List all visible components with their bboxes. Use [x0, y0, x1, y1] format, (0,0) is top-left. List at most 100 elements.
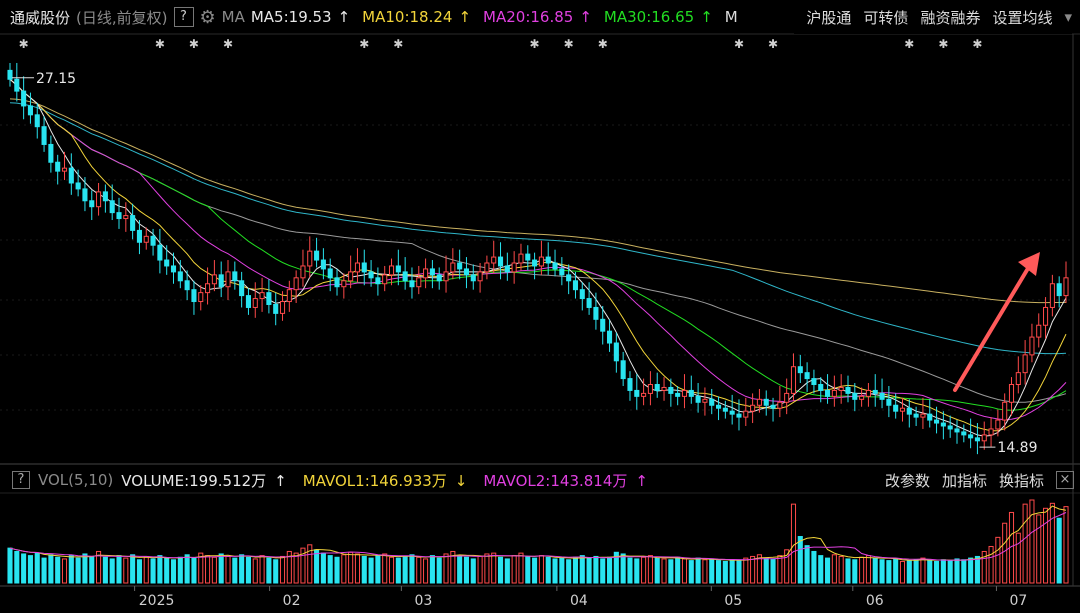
volume-bar: [83, 554, 87, 583]
vol-label[interactable]: VOL(5,10): [38, 471, 113, 489]
candle: [723, 408, 727, 411]
candle: [1037, 325, 1041, 337]
volume-bar: [492, 553, 496, 583]
candle: [192, 290, 196, 302]
period-label[interactable]: (日线,前复权): [76, 7, 167, 28]
vol-help-button[interactable]: ?: [12, 471, 30, 489]
ma20-line: [10, 79, 1066, 419]
candle: [151, 236, 155, 245]
candle: [56, 162, 60, 171]
event-marker: ✱: [530, 37, 540, 51]
volume-bar: [621, 554, 625, 583]
candle: [975, 438, 979, 441]
volume-bar: [424, 559, 428, 583]
volume-bar: [233, 558, 237, 583]
volume-bar: [955, 559, 959, 583]
link-ma-settings[interactable]: 设置均线: [992, 7, 1052, 28]
candle: [287, 290, 291, 302]
candle: [737, 414, 741, 417]
link-convertible[interactable]: 可转债: [863, 7, 908, 28]
volume-bar: [464, 557, 468, 583]
candle: [451, 263, 455, 272]
candle: [206, 284, 210, 293]
candle: [526, 254, 530, 260]
x-tick-label: 02: [283, 593, 301, 609]
candle: [764, 399, 768, 405]
volume-bar: [594, 556, 598, 583]
add-indicator-button[interactable]: 加指标: [942, 470, 987, 491]
volume-bar: [519, 553, 523, 583]
event-marker: ✱: [564, 37, 574, 51]
volume-bar: [56, 557, 60, 583]
candle: [539, 257, 543, 266]
candle: [628, 379, 632, 391]
help-button[interactable]: ?: [174, 7, 194, 27]
event-marker: ✱: [972, 37, 982, 51]
volume-bar: [274, 560, 278, 583]
candle: [1009, 385, 1013, 403]
volume-bar: [533, 558, 537, 583]
candle: [989, 429, 993, 435]
candle: [22, 91, 26, 106]
candle: [185, 281, 189, 290]
volume-bar: [90, 556, 94, 583]
candle: [1030, 337, 1034, 355]
volume-bar: [860, 557, 864, 583]
candle: [655, 385, 659, 391]
candle: [437, 275, 441, 281]
x-tick-label: 06: [866, 593, 884, 609]
volume-bar: [553, 559, 557, 583]
event-marker: ✱: [734, 37, 744, 51]
event-marker: ✱: [904, 37, 914, 51]
volume-bar: [676, 557, 680, 583]
candle: [505, 266, 509, 272]
chevron-down-icon[interactable]: ▾: [1064, 8, 1072, 26]
stock-name[interactable]: 通威股份: [10, 7, 70, 28]
candle: [342, 281, 346, 287]
candle: [587, 299, 591, 308]
candle: [97, 192, 101, 207]
volume-bar: [335, 557, 339, 583]
candle: [355, 263, 359, 272]
link-margin[interactable]: 融资融券: [920, 7, 980, 28]
volume-bar: [744, 558, 748, 583]
event-marker: ✱: [393, 37, 403, 51]
volume-bar: [873, 558, 877, 583]
volume-bar: [730, 560, 734, 583]
candle: [8, 70, 12, 79]
link-hk-connect[interactable]: 沪股通: [806, 7, 851, 28]
gear-icon[interactable]: ⚙: [200, 7, 216, 28]
volume-bar: [471, 559, 475, 583]
volume-bar: [505, 559, 509, 583]
candle: [117, 213, 121, 219]
candle: [301, 266, 305, 278]
volume-bar: [403, 556, 407, 583]
change-params-button[interactable]: 改参数: [885, 470, 930, 491]
candle: [1003, 402, 1007, 420]
close-icon[interactable]: ×: [1056, 471, 1074, 489]
volume-bar: [458, 556, 462, 583]
switch-indicator-button[interactable]: 换指标: [999, 470, 1044, 491]
volume-bar: [751, 556, 755, 583]
volume-bar: [62, 559, 66, 583]
candle: [914, 414, 918, 417]
candle: [144, 236, 148, 242]
volume-bar: [315, 550, 319, 583]
candle: [212, 275, 216, 284]
candle: [785, 393, 789, 402]
candle: [955, 429, 959, 432]
volume-bar: [894, 559, 898, 583]
volume-bar: [110, 559, 114, 583]
candle: [798, 367, 802, 373]
candle: [49, 144, 53, 162]
volume-bar: [689, 561, 693, 583]
candle: [492, 257, 496, 263]
candle: [124, 216, 128, 219]
volume-bar: [580, 556, 584, 583]
candle: [607, 331, 611, 343]
candle: [573, 281, 577, 290]
volume-bar: [355, 554, 359, 583]
candle: [860, 396, 864, 399]
candle: [826, 390, 830, 396]
